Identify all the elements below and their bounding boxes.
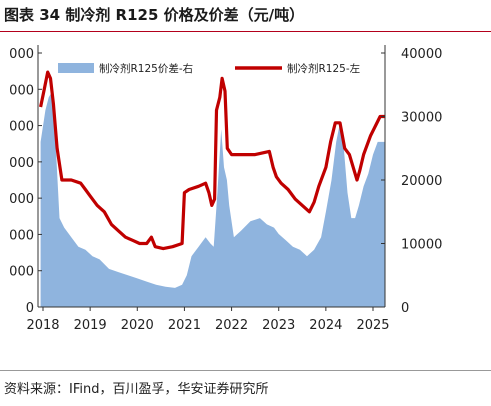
left-axis-tick-label: 000 [9,228,34,243]
left-axis-tick-label: 000 [9,156,34,171]
legend-swatch-area [58,63,94,73]
x-axis-tick-label: 2025 [356,318,389,333]
x-axis-tick-label: 2021 [168,318,201,333]
x-axis-tick-label: 2019 [74,318,107,333]
right-axis-tick-label: 20000 [401,174,442,189]
right-axis-tick-label: 40000 [401,47,442,62]
source-note: 资料来源：IFind，百川盈孚，华安证券研究所 [4,382,269,397]
right-axis-tick-label: 10000 [401,238,442,253]
left-axis-tick-label: 000 [9,265,34,280]
line-series-price [39,70,385,251]
x-axis-tick-label: 2022 [215,318,248,333]
area-series-spread [40,91,385,307]
figure-title: 图表 34 制冷剂 R125 价格及价差（元/吨） [4,6,305,24]
x-axis-tick-label: 2020 [121,318,154,333]
axes-layer: 0000000000000000000000010000200003000040… [9,45,442,333]
source-rule [0,370,491,371]
title-rule [0,31,491,32]
right-axis-tick-label: 0 [401,301,409,316]
price-spread-chart: 0000000000000000000000010000200003000040… [9,45,442,333]
line-series-layer [39,70,385,251]
x-axis-tick-label: 2024 [309,318,342,333]
right-axis-tick-label: 30000 [401,111,442,126]
left-axis-tick-label: 000 [9,83,34,98]
legend-label-line: 制冷剂R125-左 [287,62,360,75]
area-series-layer [40,91,385,307]
left-axis-tick-label: 000 [9,120,34,135]
legend-label-area: 制冷剂R125价差-右 [99,62,193,75]
left-axis-tick-label: 000 [9,47,34,62]
legend: 制冷剂R125价差-右 制冷剂R125-左 [58,62,360,75]
x-axis-tick-label: 2018 [26,318,59,333]
x-axis-tick-label: 2023 [262,318,295,333]
left-axis-tick-label: 0 [26,301,34,316]
left-axis-tick-label: 000 [9,192,34,207]
